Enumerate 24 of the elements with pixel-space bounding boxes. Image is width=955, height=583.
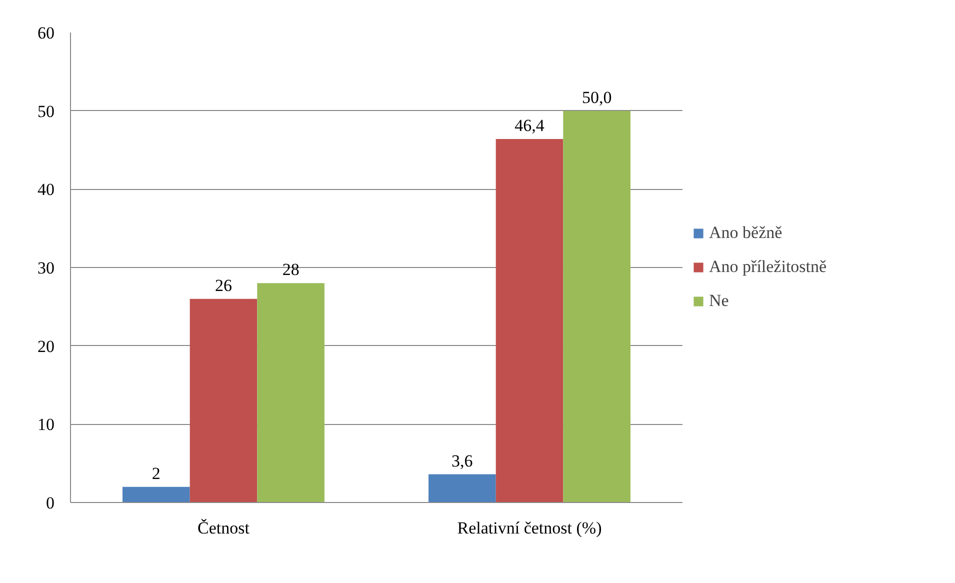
data-label: 3,6: [452, 451, 473, 470]
bar: [190, 298, 258, 502]
bar: [563, 110, 630, 502]
x-tick-label: Relativní četnost (%): [457, 518, 602, 538]
bar: [428, 474, 496, 502]
y-tick-label: 20: [38, 336, 54, 356]
bar: [496, 139, 564, 502]
y-tick-label: 10: [38, 415, 54, 434]
legend-label: Ne: [709, 291, 729, 311]
y-tick-label: 0: [46, 494, 54, 512]
legend-label: Ano příležitostně: [709, 257, 827, 277]
y-tick-label: 60: [38, 24, 54, 42]
y-tick-label: 40: [38, 180, 54, 200]
y-tick-label: 50: [38, 102, 54, 121]
x-tick-label: Četnost: [198, 518, 250, 538]
legend-label: Ano běžně: [709, 223, 782, 243]
data-label: 2: [152, 464, 160, 483]
data-label: 50,0: [582, 88, 612, 107]
data-label: 26: [215, 276, 232, 295]
y-tick-label: 30: [38, 258, 54, 278]
data-label: 46,4: [514, 116, 545, 136]
bar: [122, 486, 190, 502]
bar: [257, 283, 324, 502]
data-label: 28: [282, 260, 300, 280]
